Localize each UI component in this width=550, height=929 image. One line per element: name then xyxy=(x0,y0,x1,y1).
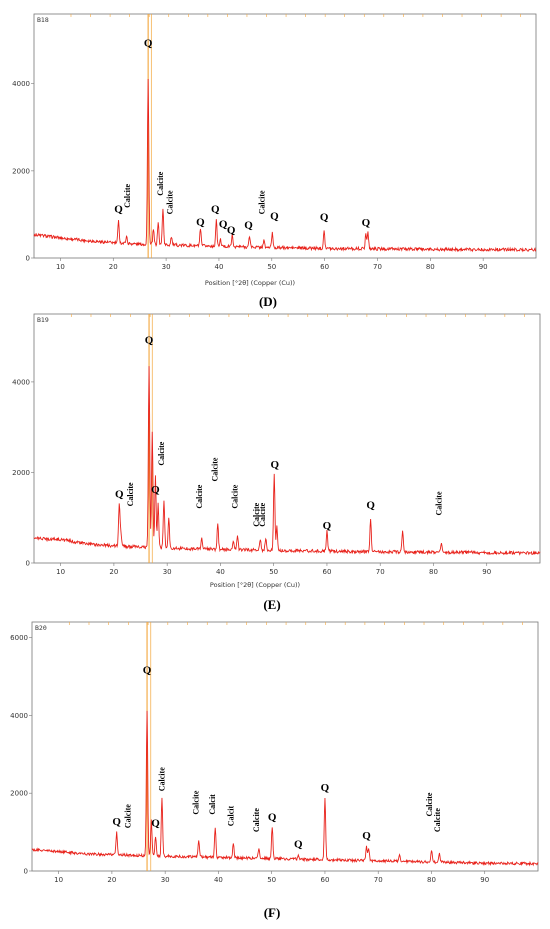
peak-label-quartz: Q xyxy=(144,38,153,50)
panel-label: (E) xyxy=(263,597,280,612)
plot-frame xyxy=(31,621,539,872)
peak-label-quartz: Q xyxy=(270,459,279,471)
peak-label-calcite: Calcite xyxy=(252,502,261,526)
y-tick-label: 4000 xyxy=(10,712,28,720)
peak-label-quartz: Q xyxy=(145,334,154,346)
y-tick-label: 0 xyxy=(26,560,30,568)
peak-label-quartz: Q xyxy=(362,830,371,842)
peak-label-quartz: Q xyxy=(321,782,330,794)
x-tick-label: 50 xyxy=(269,568,278,576)
peak-label-calcite: Calcite xyxy=(195,484,204,508)
peak-label-quartz: Q xyxy=(219,219,228,231)
x-tick-label: 90 xyxy=(479,263,488,271)
x-tick-label: 10 xyxy=(56,263,65,271)
peak-label-quartz: Q xyxy=(151,817,160,829)
peak-label-calcite: Calcite xyxy=(434,491,443,515)
x-tick-label: 70 xyxy=(376,568,385,576)
x-tick-label: 70 xyxy=(373,263,382,271)
sample-id: B18 xyxy=(37,16,49,24)
peak-label-quartz: Q xyxy=(114,203,123,215)
x-tick-label: 50 xyxy=(267,876,276,884)
y-tick-label: 0 xyxy=(24,868,28,876)
x-tick-label: 80 xyxy=(429,568,438,576)
x-tick-label: 90 xyxy=(482,568,491,576)
peak-label-quartz: Q xyxy=(244,219,253,231)
panel-label: (D) xyxy=(259,294,277,309)
x-tick-label: 90 xyxy=(480,876,489,884)
y-tick-label: 2000 xyxy=(12,167,30,175)
x-tick-label: 30 xyxy=(163,568,172,576)
x-tick-label: 10 xyxy=(54,876,63,884)
y-tick-label: 0 xyxy=(26,255,30,263)
peak-label-quartz: Q xyxy=(320,212,329,224)
peak-label-quartz: Q xyxy=(227,225,236,237)
y-tick-label: 2000 xyxy=(10,790,28,798)
peak-label-quartz: Q xyxy=(270,211,279,223)
peak-label-calcite: Calcite xyxy=(257,190,266,214)
x-tick-label: 60 xyxy=(320,876,329,884)
peak-label-calcite: Calcit xyxy=(208,794,217,815)
diffraction-trace xyxy=(31,710,539,867)
peak-label-quartz: Q xyxy=(196,216,205,228)
peak-label-calcite: Calcite xyxy=(165,190,174,214)
peak-label-calcite: Calcite xyxy=(156,171,165,195)
x-tick-label: 40 xyxy=(214,263,223,271)
sample-id: B19 xyxy=(37,316,49,324)
peak-label-quartz: Q xyxy=(366,500,375,512)
peak-label-calcite: Calcite xyxy=(126,482,135,506)
plot-frame xyxy=(33,313,541,564)
diffraction-trace xyxy=(33,366,541,556)
peak-label-calcite: Calcit xyxy=(226,805,235,826)
xrd-panel-d: B18 Position [°2θ] (Copper (Cu)) (D) QQC… xyxy=(12,13,537,309)
peak-label-calcite: Calcite xyxy=(158,767,167,791)
x-tick-label: 60 xyxy=(320,263,329,271)
plot-frame xyxy=(33,13,537,259)
peak-label-quartz: Q xyxy=(362,217,371,229)
x-tick-label: 30 xyxy=(162,263,171,271)
x-tick-label: 40 xyxy=(216,568,225,576)
peak-label-calcite: Calcite xyxy=(124,804,133,828)
peak-label-calcite: Calcite xyxy=(258,502,267,526)
x-tick-label: 80 xyxy=(426,263,435,271)
panel-label: (F) xyxy=(264,905,281,920)
x-tick-label: 10 xyxy=(56,568,65,576)
x-tick-label: 50 xyxy=(267,263,276,271)
x-axis-label: Position [°2θ] (Copper (Cu)) xyxy=(205,279,295,287)
peak-label-calcite: Calcite xyxy=(123,183,132,207)
x-tick-label: 60 xyxy=(322,568,331,576)
x-tick-label: 80 xyxy=(427,876,436,884)
peak-label-calcite: Calcite xyxy=(211,457,220,481)
peak-label-quartz: Q xyxy=(115,488,124,500)
x-tick-label: 70 xyxy=(374,876,383,884)
peak-label-quartz: Q xyxy=(112,816,121,828)
peak-label-quartz: Q xyxy=(211,203,220,215)
peak-label-calcite: Calcite xyxy=(157,441,166,465)
sample-id: B20 xyxy=(35,624,47,632)
peak-label-calcite: Calcite xyxy=(192,790,201,814)
peak-label-quartz: Q xyxy=(143,664,152,676)
x-tick-label: 40 xyxy=(214,876,223,884)
xrd-panel-e: B19 Position [°2θ] (Copper (Cu)) (E) QQ C… xyxy=(12,313,541,612)
x-axis-label: Position [°2θ] (Copper (Cu)) xyxy=(210,581,300,589)
peak-label-calcite: Calcite xyxy=(252,808,261,832)
x-tick-label: 20 xyxy=(107,876,116,884)
y-tick-label: 6000 xyxy=(10,634,28,642)
peak-label-calcite: Calcite xyxy=(425,792,434,816)
y-tick-label: 4000 xyxy=(12,80,30,88)
x-tick-label: 30 xyxy=(161,876,170,884)
peak-label-calcite: Calcite xyxy=(230,484,239,508)
x-tick-label: 20 xyxy=(109,263,118,271)
peak-label-quartz: Q xyxy=(323,520,332,532)
y-tick-label: 4000 xyxy=(12,378,30,386)
x-tick-label: 20 xyxy=(109,568,118,576)
y-tick-label: 2000 xyxy=(12,469,30,477)
peak-label-calcite: Calcite xyxy=(433,808,442,832)
peak-label-quartz: Q xyxy=(151,484,160,496)
diffraction-trace xyxy=(33,78,537,253)
peak-label-quartz: Q xyxy=(294,839,303,851)
peak-label-quartz: Q xyxy=(268,811,277,823)
